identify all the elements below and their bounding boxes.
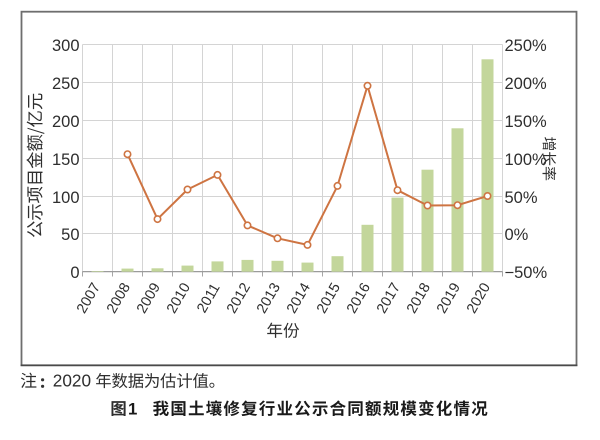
svg-text:100%: 100% — [505, 151, 548, 169]
svg-text:150: 150 — [52, 151, 80, 169]
svg-text:300: 300 — [52, 37, 80, 55]
svg-text:50%: 50% — [505, 189, 538, 207]
svg-text:0: 0 — [70, 264, 79, 282]
svg-text:250: 250 — [52, 75, 80, 93]
svg-text:2020: 2020 — [53, 371, 91, 391]
svg-text:1: 1 — [128, 400, 137, 419]
svg-text:250%: 250% — [505, 37, 548, 55]
svg-text:−50%: −50% — [505, 264, 548, 282]
svg-text:150%: 150% — [505, 113, 548, 131]
svg-text:0%: 0% — [505, 226, 529, 244]
svg-text:200: 200 — [52, 113, 80, 131]
svg-text:50: 50 — [61, 226, 79, 244]
svg-text:100: 100 — [52, 189, 80, 207]
svg-text:200%: 200% — [505, 75, 548, 93]
